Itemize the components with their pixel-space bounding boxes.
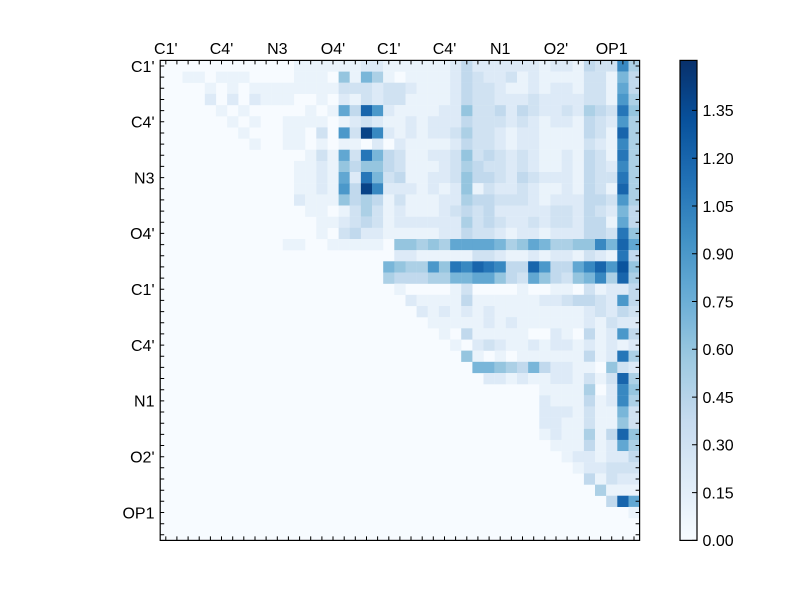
svg-text:C1': C1' [154,41,178,58]
svg-text:1.20: 1.20 [703,151,734,168]
svg-text:1.05: 1.05 [703,199,734,216]
svg-text:C1': C1' [131,282,155,299]
svg-text:OP1: OP1 [596,41,628,58]
svg-text:C4': C4' [131,115,155,132]
svg-text:0.90: 0.90 [703,247,734,264]
svg-text:O4': O4' [321,41,345,58]
svg-text:C4': C4' [433,41,457,58]
svg-text:C1': C1' [377,41,401,58]
svg-text:0.75: 0.75 [703,294,734,311]
svg-text:OP1: OP1 [122,505,154,522]
svg-text:N3: N3 [267,41,288,58]
svg-text:0.15: 0.15 [703,485,734,502]
svg-text:0.00: 0.00 [703,533,734,550]
svg-text:0.60: 0.60 [703,342,734,359]
svg-text:O4': O4' [130,226,154,243]
svg-text:N1: N1 [490,41,511,58]
svg-text:0.30: 0.30 [703,438,734,455]
svg-text:C4': C4' [131,338,155,355]
svg-text:N1: N1 [134,394,155,411]
svg-text:O2': O2' [130,450,154,467]
svg-text:C4': C4' [210,41,234,58]
svg-text:C1': C1' [131,59,155,76]
svg-text:0.45: 0.45 [703,390,734,407]
svg-text:O2': O2' [544,41,568,58]
svg-text:N3: N3 [134,170,155,187]
svg-text:1.35: 1.35 [703,103,734,120]
